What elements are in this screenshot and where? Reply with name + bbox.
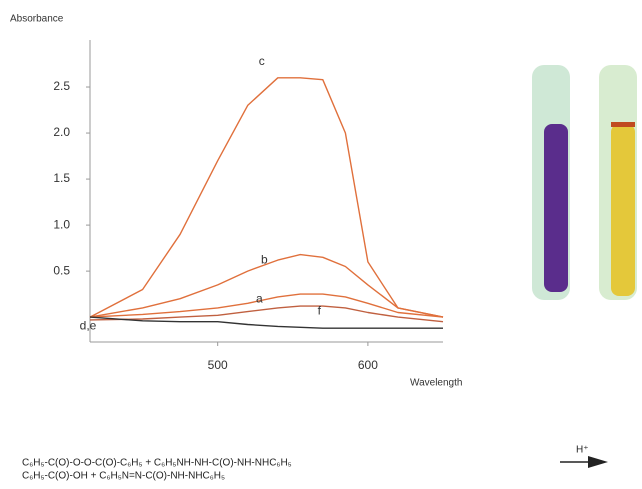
test-tubes [532, 65, 637, 300]
spectrum-line [89, 77, 444, 318]
curve-label: d,e [80, 318, 97, 332]
purple-solution [544, 124, 568, 292]
curve-label: f [318, 303, 322, 317]
y-axis-label: Absorbance [10, 14, 64, 25]
equation-line: C₆H₅-C(O)-O-O-C(O)-C₆H₅ + C₆H₅NH-NH-C(O)… [22, 458, 292, 469]
y-tick-label: 1.5 [53, 171, 70, 185]
y-tick-label: 0.5 [53, 263, 70, 277]
curve-label: b [261, 253, 268, 267]
spectrum-line [89, 305, 444, 323]
meniscus [611, 122, 635, 127]
spectrum-line [89, 293, 444, 318]
yellow-solution [611, 124, 635, 296]
curve-label: c [259, 54, 265, 68]
curve-label: a [256, 291, 263, 305]
x-tick-label: 500 [208, 358, 228, 372]
y-tick-label: 2.0 [53, 125, 70, 139]
arrow-head [588, 456, 608, 468]
spectrum-line [89, 253, 444, 318]
equation-line: C₆H₅-C(O)-OH + C₆H₅N=N-C(O)-NH-NHC₆H₅ [22, 471, 225, 482]
x-axis-label: Wavelength [410, 378, 462, 389]
y-tick-label: 1.0 [53, 217, 70, 231]
x-tick-label: 600 [358, 358, 378, 372]
catalyst: H⁺ [576, 445, 589, 456]
y-tick-label: 2.5 [53, 79, 70, 93]
spectrum-line [89, 316, 443, 329]
